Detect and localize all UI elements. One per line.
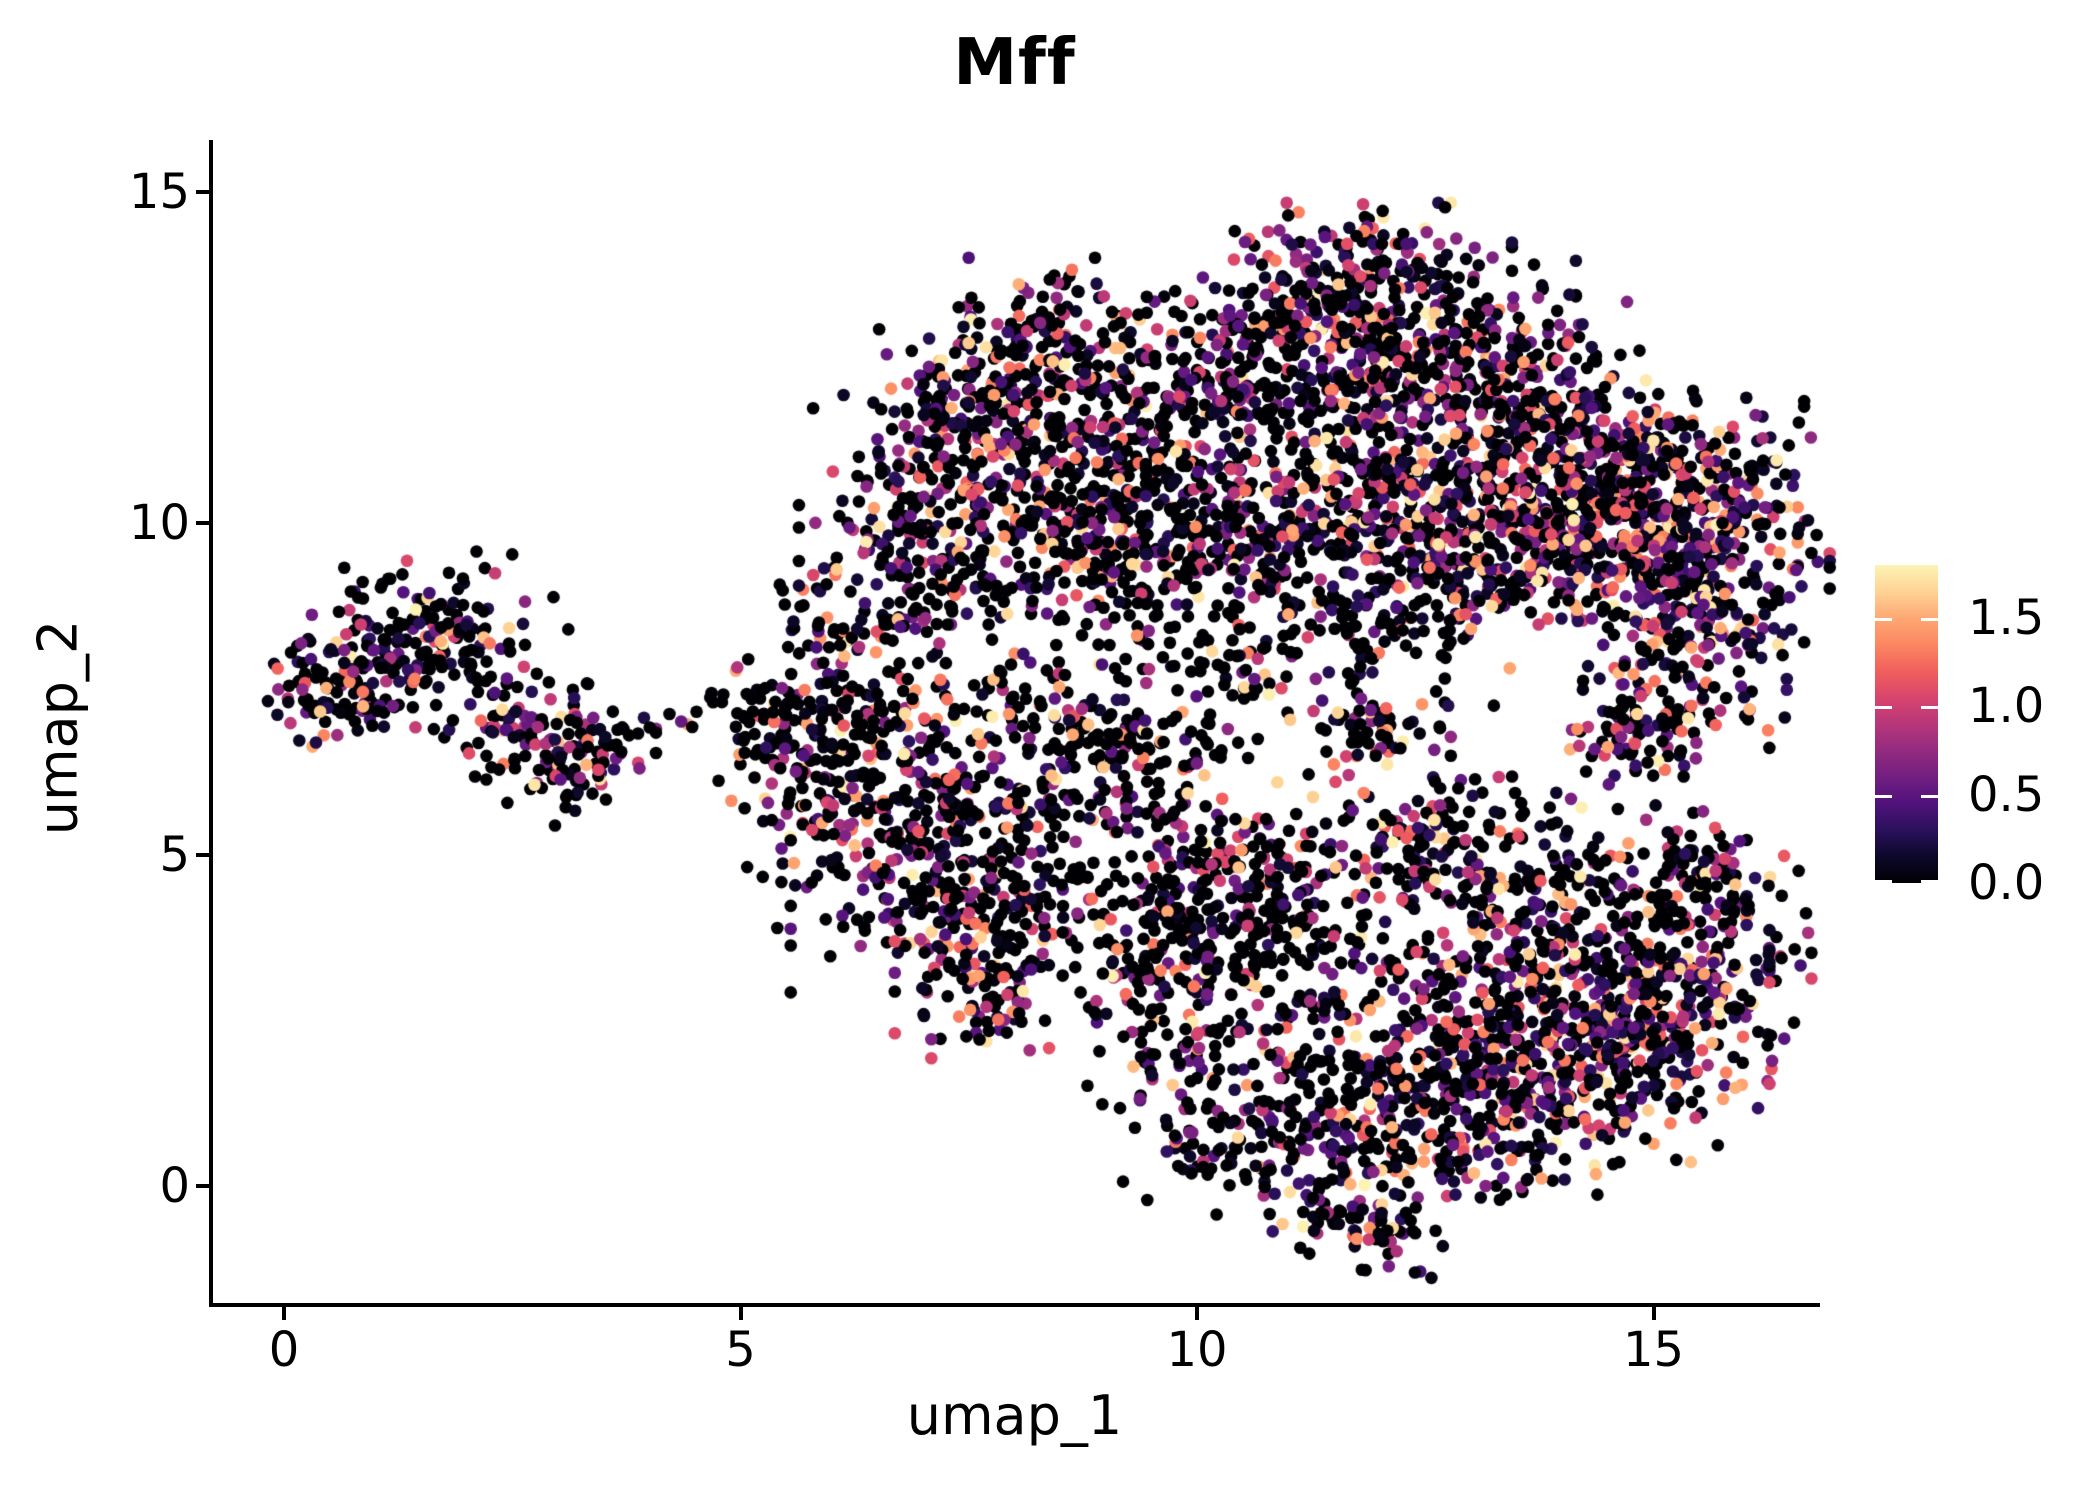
plot-title: Mff xyxy=(953,26,1076,100)
colorbar-tick-label: 0.5 xyxy=(1968,766,2045,823)
colorbar-tick-mark-right xyxy=(1921,706,1938,710)
colorbar-tick-label: 1.5 xyxy=(1968,590,2045,646)
colorbar-tick-mark-left xyxy=(1875,618,1892,621)
colorbar-tick-mark-left xyxy=(1875,880,1892,883)
y-tick-mark xyxy=(196,189,209,194)
colorbar-tick-label: 1.0 xyxy=(1968,678,2045,735)
x-tick-mark xyxy=(282,1307,286,1320)
colorbar xyxy=(1875,565,1938,883)
x-tick-label: 15 xyxy=(1622,1322,1685,1378)
x-axis-label: umap_1 xyxy=(906,1384,1123,1447)
y-tick-label: 15 xyxy=(128,163,190,220)
y-tick-label: 10 xyxy=(128,495,190,551)
y-tick-mark xyxy=(196,852,209,857)
colorbar-tick-mark-right xyxy=(1921,880,1938,883)
x-tick-label: 0 xyxy=(268,1322,300,1378)
x-tick-mark xyxy=(1651,1307,1656,1320)
y-axis-label: umap_2 xyxy=(26,619,90,836)
x-tick-label: 10 xyxy=(1166,1322,1228,1378)
colorbar-tick-label: 0.0 xyxy=(1968,855,2045,911)
y-tick-mark xyxy=(196,521,209,525)
colorbar-tick-mark-right xyxy=(1921,618,1938,621)
y-tick-label: 0 xyxy=(159,1158,190,1214)
y-tick-mark xyxy=(196,1184,209,1188)
x-tick-mark xyxy=(1195,1307,1199,1320)
x-tick-label: 5 xyxy=(725,1322,756,1378)
colorbar-tick-mark-left xyxy=(1875,794,1892,798)
x-axis-line xyxy=(209,1303,1820,1307)
y-axis-line xyxy=(209,140,213,1307)
x-tick-mark xyxy=(738,1307,743,1320)
colorbar-tick-mark-left xyxy=(1875,706,1892,710)
colorbar-tick-mark-right xyxy=(1921,794,1938,798)
y-tick-label: 5 xyxy=(159,826,190,883)
